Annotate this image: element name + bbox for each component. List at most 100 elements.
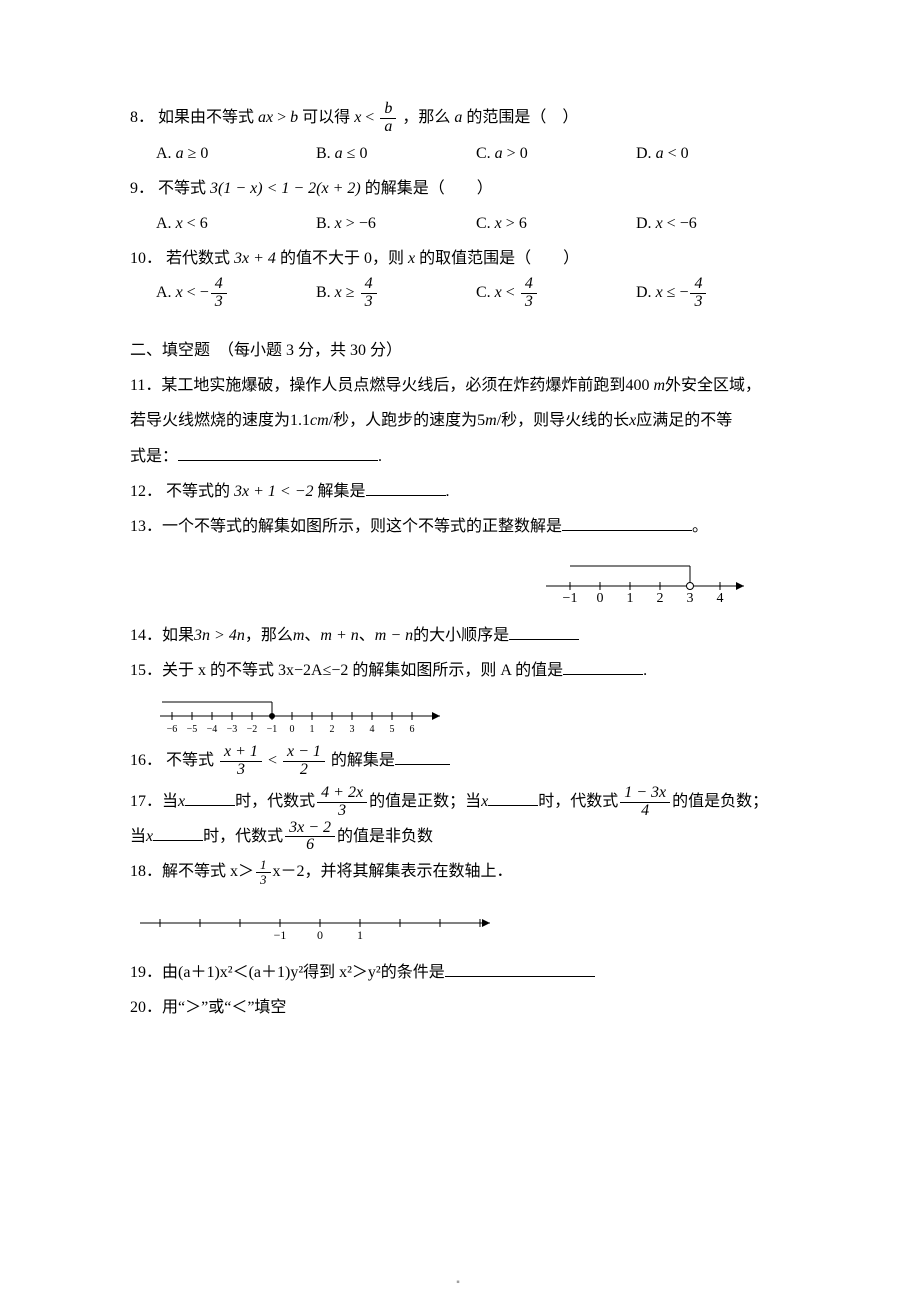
q8-var-a1: a [258,109,266,126]
q15-text-a: 关于 x 的不等式 3x−2A≤−2 的解集如图所示，则 A 的值是 [162,662,563,679]
q10-opt-c-fn: 4 [521,276,537,294]
svg-text:2: 2 [657,591,664,606]
q12-expr: 3x + 1 < −2 [234,483,314,500]
q18-fn: 1 [256,858,271,873]
svg-text:1: 1 [357,928,363,942]
q17-t4: 时，代数式 [538,793,618,810]
q10-opt-a-label: A. [156,284,172,301]
q14-text-c: 的大小顺序是 [413,627,509,644]
q18-text-b: x－2，并将其解集表示在数轴上． [273,863,513,880]
q17-frac-c: 3x − 26 [285,820,335,855]
question-15: 15．关于 x 的不等式 3x−2A≤−2 的解集如图所示，则 A 的值是. [130,653,790,688]
q10-opt-d-label: D. [636,284,652,301]
q16-f1d: 3 [220,762,262,779]
q14-t3: m − n [375,627,413,644]
q13-numberline-svg: −101234 [530,552,760,610]
q9-options: A. x < 6 B. x > −6 C. x > 6 D. x < −6 [130,206,790,241]
q10-opt-c-label: C. [476,284,491,301]
q10-text-a: 若代数式 [166,250,230,267]
q8-opt-a: A. a ≥ 0 [156,136,316,171]
svg-text:0: 0 [290,724,295,735]
q10-opt-a-fn: 4 [211,276,227,294]
q8-opt-c: C. a > 0 [476,136,636,171]
question-8: 8． 如果由不等式 ax > b 可以得 x < b a ，那么 a 的范围是（… [130,100,790,136]
q10-text-b: 的值不大于 0，则 [280,250,404,267]
svg-text:5: 5 [390,724,395,735]
q11-speed2-unit: m [485,412,497,429]
q8-opt-a-rel: ≥ [188,145,197,162]
q9-opt-a-n: 6 [200,215,208,232]
q16-frac2: x − 12 [283,744,325,779]
q17-l2-t1: 当 [130,828,146,845]
q16-f1n: x + 1 [220,744,262,762]
q17-fc-n: 3x − 2 [285,820,335,838]
q17-blank3 [153,825,203,840]
q17-frac-b: 1 − 3x4 [620,785,670,820]
svg-text:6: 6 [410,724,415,735]
q8-opt-b: B. a ≤ 0 [316,136,476,171]
q8-text-c: ，那么 [402,109,450,126]
q10-var-x: x [408,250,415,267]
q11-dist-unit: m [653,377,665,394]
q11-blank [178,445,378,460]
q11-speed2: 5 [477,412,485,429]
q9-opt-b-rel: > [346,215,355,232]
q14-expr: 3n > 4n [194,627,245,644]
q19-number: 19． [130,964,162,981]
question-12: 12． 不等式的 3x + 1 < −2 解集是. [130,474,790,509]
q16-number: 16． [130,752,162,769]
question-18: 18．解不等式 x＞13x－2，并将其解集表示在数轴上． [130,858,790,886]
q16-text-a: 不等式 [166,752,214,769]
question-9: 9． 不等式 3(1 − x) < 1 − 2(x + 2) 的解集是（ ） [130,171,790,206]
question-11: 11．某工地实施爆破，操作人员点燃导火线后，必须在炸药爆炸前跑到400 m外安全… [130,368,790,403]
q16-blank [395,750,450,765]
q8-rhs1: b [290,109,298,126]
q15-text-b: . [643,662,647,679]
q10-opt-a-rel: < [187,284,196,301]
q11-line2b: 应满足的不等 [636,412,732,429]
q8-opt-b-var: a [335,145,343,162]
q14-t1: m [293,627,305,644]
q10-opt-a-frac: 43 [211,276,227,311]
q14-text-a: 如果 [162,627,194,644]
q20-text-a: 用“＞”或“＜”填空 [162,999,286,1016]
q17-fa-d: 3 [317,803,367,820]
q14-blank [509,625,579,640]
svg-text:−6: −6 [167,724,178,735]
q9-opt-c: C. x > 6 [476,206,636,241]
svg-text:−5: −5 [187,724,198,735]
section-2-heading: 二、填空题 （每小题 3 分，共 30 分） [130,333,790,368]
q18-number: 18． [130,863,162,880]
q10-opt-b-fn: 4 [361,276,377,294]
q17-var1: x [178,793,185,810]
question-20: 20．用“＞”或“＜”填空 [130,990,790,1025]
q18-figure: −101 [130,905,790,945]
question-16: 16． 不等式 x + 13 < x − 12 的解集是 [130,744,790,779]
q11-line1b: 外安全区域， [665,377,761,394]
q16-f2d: 2 [283,762,325,779]
q8-options: A. a ≥ 0 B. a ≤ 0 C. a > 0 D. a < 0 [130,136,790,171]
q17-number: 17． [130,793,162,810]
svg-text:3: 3 [687,591,694,606]
question-13: 13．一个不等式的解集如图所示，则这个不等式的正整数解是。 [130,509,790,544]
q12-text-b: 解集是 [318,483,366,500]
q12-text-c: . [446,483,450,500]
q19-text-a: 由(a＋1)x²＜(a＋1)y²得到 x²＞y²的条件是 [162,964,445,981]
q8-frac-den: a [380,119,396,136]
svg-text:0: 0 [597,591,604,606]
q9-text-b: 的解集是（ ） [365,180,493,197]
q18-fd: 3 [256,873,271,887]
page-center-marker: ▪ [456,1272,464,1294]
q17-t3: 的值是正数；当 [369,793,481,810]
q9-opt-b-label: B. [316,215,331,232]
q9-opt-d: D. x < −6 [636,206,697,241]
q10-opt-b: B. x ≥ 43 [316,276,476,311]
q8-var-x1: x [266,109,273,126]
svg-text:3: 3 [350,724,355,735]
q9-opt-a-rel: < [187,215,196,232]
q16-f2n: x − 1 [283,744,325,762]
q17-fa-n: 4 + 2x [317,785,367,803]
q8-frac-num: b [380,101,396,119]
q16-rel: < [268,752,277,769]
q9-opt-c-label: C. [476,215,491,232]
